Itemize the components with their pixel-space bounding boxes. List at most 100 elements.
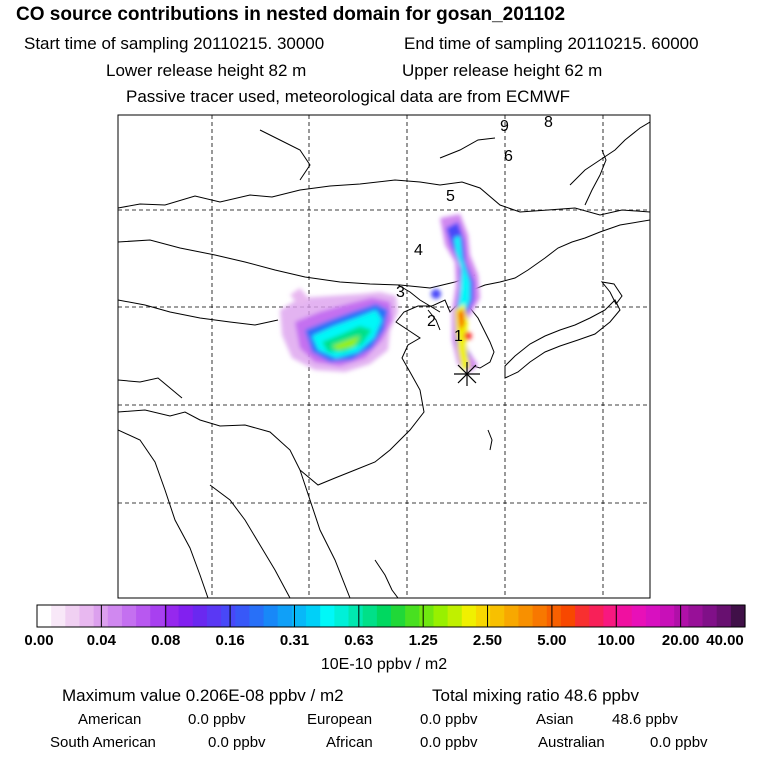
- colorbar-cell: [688, 605, 704, 627]
- colorbar-cell: [702, 605, 718, 627]
- colorbar-cell: [617, 605, 633, 627]
- colorbar-cell: [504, 605, 520, 627]
- tracer-note-text: Passive tracer used, meteorological data…: [126, 87, 571, 106]
- australian-label: Australian: [538, 734, 605, 751]
- colorbar-cell: [51, 605, 66, 627]
- colorbar-cell: [716, 605, 732, 627]
- concentration-plume: [280, 214, 480, 372]
- colorbar-cell: [490, 605, 505, 627]
- colorbar-tick-label: 0.16: [215, 632, 245, 649]
- colorbar-cell: [150, 605, 166, 627]
- colorbar-cell: [546, 605, 562, 627]
- trajectory-marker-1: 1: [454, 328, 463, 345]
- african-value: 0.0 ppbv: [420, 734, 478, 751]
- colorbar-cell: [660, 605, 675, 627]
- colorbar-cell: [320, 605, 335, 627]
- colorbar-cell: [475, 605, 491, 627]
- trajectory-marker-4: 4: [414, 242, 423, 259]
- colorbar-cell: [235, 605, 250, 627]
- australian-value: 0.0 ppbv: [650, 734, 708, 751]
- colorbar-cell: [348, 605, 364, 627]
- colorbar-cell: [37, 605, 52, 627]
- colorbar-tick-label: 40.00: [706, 632, 744, 649]
- colorbar-tick-label: 2.50: [472, 632, 503, 649]
- colorbar-cell: [178, 605, 194, 627]
- colorbar-cell: [575, 605, 590, 627]
- star-marker-icon: [454, 362, 480, 386]
- colorbar-cell: [249, 605, 265, 627]
- end-time-text: End time of sampling 20110215. 60000: [404, 34, 699, 53]
- colorbar-cell: [518, 605, 534, 627]
- colorbar-cell: [221, 605, 236, 627]
- trajectory-markers: 1 2 3 4 5 6 8 9: [396, 114, 553, 345]
- maximum-value-text: Maximum value 0.206E-08 ppbv / m2: [62, 686, 344, 705]
- colorbar-cell: [121, 605, 137, 627]
- colorbar-cell: [263, 605, 279, 627]
- total-mixing-ratio-text: Total mixing ratio 48.6 ppbv: [432, 686, 639, 705]
- trajectory-marker-9: 9: [500, 118, 509, 135]
- colorbar-tick-label: 5.00: [537, 632, 567, 649]
- european-label: European: [307, 711, 373, 728]
- asian-value: 48.6 ppbv: [612, 711, 678, 728]
- upper-release-height-text: Upper release height 62 m: [402, 61, 603, 80]
- colorbar-cells: [37, 605, 746, 627]
- colorbar-cell: [532, 605, 548, 627]
- colorbar-cell: [164, 605, 180, 627]
- colorbar-cell: [433, 605, 449, 627]
- colorbar-cell: [79, 605, 95, 627]
- trajectory-marker-2: 2: [427, 313, 436, 330]
- colorbar-cell: [277, 605, 293, 627]
- colorbar-tick-label: 0.00: [24, 632, 54, 649]
- figure-title: CO source contributions in nested domain…: [16, 4, 566, 25]
- colorbar-tick-label: 20.00: [661, 632, 700, 649]
- trajectory-marker-5: 5: [446, 188, 455, 205]
- colorbar-cell: [674, 605, 689, 627]
- colorbar-tick-label: 0.08: [151, 632, 181, 649]
- colorbar-cell: [65, 605, 81, 627]
- south-american-value: 0.0 ppbv: [208, 734, 266, 751]
- map-background: [118, 115, 650, 598]
- colorbar-tick-label: 0.04: [86, 632, 116, 649]
- start-time-text: Start time of sampling 20110215. 30000: [24, 34, 325, 53]
- colorbar-cell: [589, 605, 604, 627]
- colorbar-cell: [107, 605, 123, 627]
- european-value: 0.0 ppbv: [420, 711, 478, 728]
- colorbar-cell: [730, 605, 746, 627]
- colorbar-tick-label: 10.00: [597, 632, 636, 649]
- lower-release-height-text: Lower release height 82 m: [106, 61, 307, 80]
- colorbar-tick-label: 0.63: [344, 632, 374, 649]
- colorbar-cell: [631, 605, 647, 627]
- colorbar-cell: [447, 605, 463, 627]
- colorbar-cell: [291, 605, 307, 627]
- colorbar-cell: [405, 605, 420, 627]
- map-frame: [117, 114, 651, 599]
- trajectory-marker-8: 8: [544, 114, 553, 131]
- colorbar-cell: [306, 605, 321, 627]
- trajectory-marker-3: 3: [396, 284, 405, 301]
- south-american-label: South American: [50, 734, 156, 751]
- colorbar-cell: [391, 605, 406, 627]
- colorbar-cell: [376, 605, 392, 627]
- colorbar-cell: [645, 605, 661, 627]
- asian-label: Asian: [536, 711, 574, 728]
- colorbar-cell: [560, 605, 576, 627]
- american-value: 0.0 ppbv: [188, 711, 246, 728]
- colorbar-cell: [206, 605, 222, 627]
- colorbar-cell: [419, 605, 435, 627]
- colorbar-cell: [461, 605, 477, 627]
- coastlines-and-borders: [118, 121, 650, 598]
- american-label: American: [78, 711, 142, 728]
- colorbar-cell: [192, 605, 208, 627]
- colorbar-frame: [36, 604, 746, 628]
- colorbar-tick-label: 1.25: [408, 632, 438, 649]
- african-label: African: [326, 734, 373, 751]
- colorbar-cell: [334, 605, 350, 627]
- colorbar-units: 10E-10 ppbv / m2: [320, 656, 448, 673]
- trajectory-marker-6: 6: [504, 148, 513, 165]
- colorbar-cell: [362, 605, 378, 627]
- colorbar-cell: [136, 605, 151, 627]
- colorbar-tick-label: 0.31: [279, 632, 310, 649]
- colorbar-cell: [603, 605, 619, 627]
